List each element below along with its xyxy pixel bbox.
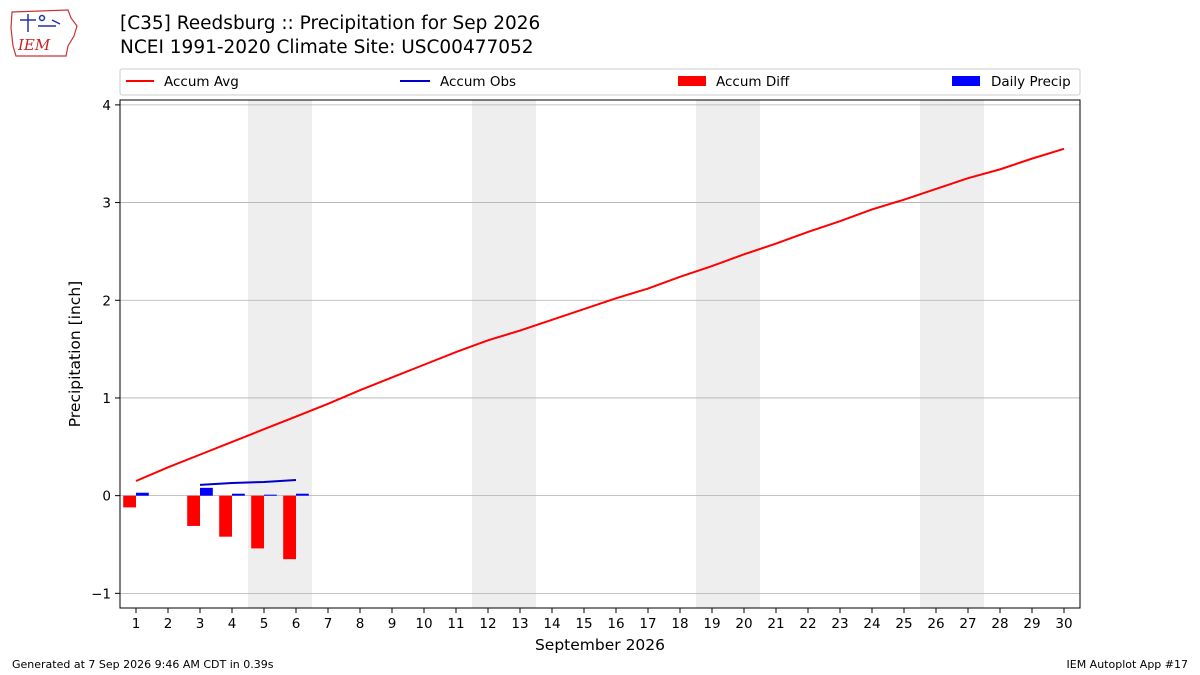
bars bbox=[123, 487, 309, 560]
logo-text: IEM bbox=[17, 36, 51, 54]
weekend-band-2 bbox=[472, 100, 536, 608]
legend-swatch-daily-precip bbox=[952, 76, 980, 86]
y-gridlines bbox=[120, 104, 1080, 594]
x-tick-label: 3 bbox=[196, 616, 205, 632]
x-tick-label: 23 bbox=[831, 616, 848, 632]
bar-accum-diff-day-1 bbox=[123, 495, 136, 508]
x-tick-label: 6 bbox=[292, 616, 301, 632]
x-tick-label: 7 bbox=[324, 616, 333, 632]
footer-generated: Generated at 7 Sep 2026 9:46 AM CDT in 0… bbox=[12, 658, 274, 671]
x-tick-label: 20 bbox=[735, 616, 752, 632]
x-tick-label: 9 bbox=[388, 616, 397, 632]
bar-daily-precip-day-6 bbox=[296, 493, 309, 496]
x-tick-label: 30 bbox=[1055, 616, 1072, 632]
x-tick-label: 17 bbox=[639, 616, 656, 632]
legend: Accum Avg Accum Obs Accum Diff Daily Pre… bbox=[119, 68, 1081, 96]
bar-daily-precip-day-1 bbox=[136, 492, 149, 496]
bar-accum-diff-day-4 bbox=[219, 495, 232, 537]
footer-app: IEM Autoplot App #17 bbox=[1066, 658, 1189, 671]
bar-daily-precip-day-3 bbox=[200, 487, 213, 496]
x-tick-label: 11 bbox=[447, 616, 464, 632]
x-tick-label: 16 bbox=[607, 616, 624, 632]
weather-station-icon bbox=[20, 14, 61, 32]
x-tick-label: 15 bbox=[575, 616, 592, 632]
iem-logo: IEM bbox=[10, 9, 78, 57]
x-tick-label: 22 bbox=[799, 616, 816, 632]
x-tick-label: 19 bbox=[703, 616, 720, 632]
x-tick-label: 4 bbox=[228, 616, 237, 632]
bar-accum-diff-day-5 bbox=[251, 495, 264, 549]
y-tick-label: −1 bbox=[91, 586, 111, 602]
x-tick-label: 25 bbox=[895, 616, 912, 632]
x-tick-label: 1 bbox=[132, 616, 141, 632]
bar-accum-diff-day-6 bbox=[283, 495, 296, 560]
line-accum-obs bbox=[199, 479, 297, 486]
x-tick-label: 27 bbox=[959, 616, 976, 632]
bar-accum-diff-day-3 bbox=[187, 495, 200, 526]
x-tick-label: 26 bbox=[927, 616, 944, 632]
x-tick-label: 2 bbox=[164, 616, 173, 632]
x-tick-label: 10 bbox=[415, 616, 432, 632]
legend-frame bbox=[119, 68, 1081, 96]
x-tick-label: 18 bbox=[671, 616, 688, 632]
x-axis-label: September 2026 bbox=[535, 636, 665, 654]
y-tick-label: 3 bbox=[102, 196, 111, 212]
y-axis-label: Precipitation [inch] bbox=[66, 281, 84, 427]
x-tick-label: 28 bbox=[991, 616, 1008, 632]
legend-label-accum-diff: Accum Diff bbox=[716, 74, 790, 90]
weekend-band-4 bbox=[920, 100, 984, 608]
legend-swatch-accum-diff bbox=[678, 76, 706, 86]
legend-label-daily-precip: Daily Precip bbox=[991, 74, 1071, 90]
chart-subtitle: NCEI 1991-2020 Climate Site: USC00477052 bbox=[120, 37, 534, 58]
x-tick-label: 14 bbox=[543, 616, 560, 632]
y-tick-label: 2 bbox=[102, 293, 111, 309]
line-accum-avg bbox=[135, 147, 1065, 482]
legend-label-accum-obs: Accum Obs bbox=[440, 74, 516, 90]
plot-frame bbox=[119, 99, 1081, 609]
x-tick-label: 21 bbox=[767, 616, 784, 632]
y-axis-ticks: −1 0 1 2 3 4 bbox=[91, 98, 120, 602]
x-tick-label: 12 bbox=[479, 616, 496, 632]
bar-daily-precip-day-5 bbox=[264, 494, 277, 496]
x-axis-ticks: 1 2 3 4 5 6 7 8 9 10 11 12 13 14 15 16 17 18 19 20 21 22 23 24 2… bbox=[132, 608, 1073, 632]
lines bbox=[135, 147, 1065, 486]
x-tick-label: 13 bbox=[511, 616, 528, 632]
chart-title: [C35] Reedsburg :: Precipitation for Sep… bbox=[120, 13, 541, 34]
legend-label-accum-avg: Accum Avg bbox=[164, 74, 239, 90]
y-tick-label: 1 bbox=[102, 391, 111, 407]
x-tick-label: 8 bbox=[356, 616, 365, 632]
y-tick-label: 0 bbox=[102, 489, 111, 505]
x-tick-label: 29 bbox=[1023, 616, 1040, 632]
x-tick-label: 5 bbox=[260, 616, 269, 632]
weekend-band-3 bbox=[696, 100, 760, 608]
y-tick-label: 4 bbox=[102, 98, 111, 114]
weekend-bands bbox=[248, 100, 984, 608]
bar-daily-precip-day-4 bbox=[232, 493, 245, 496]
x-tick-label: 24 bbox=[863, 616, 880, 632]
